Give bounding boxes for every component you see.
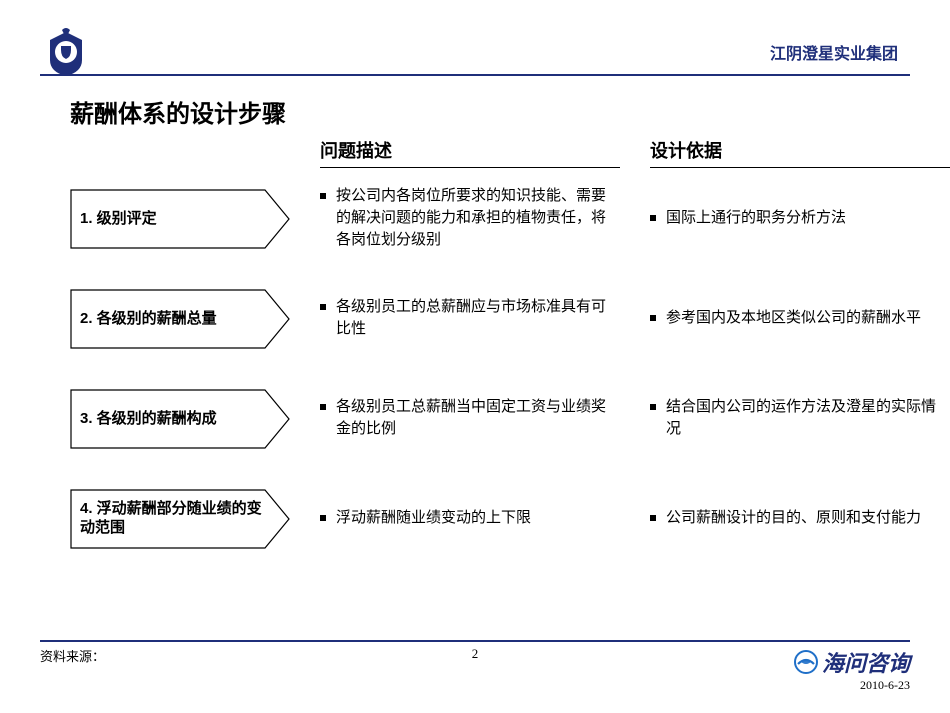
col-header-problem: 问题描述 — [320, 137, 620, 168]
header-row: 江阴澄星实业集团 — [40, 28, 910, 76]
footer-brand-text: 海问咨询 — [822, 646, 910, 678]
step-label: 3. 各级别的薪酬构成 — [70, 410, 235, 429]
company-name: 江阴澄星实业集团 — [770, 40, 898, 64]
step-label: 2. 各级别的薪酬总量 — [70, 310, 235, 329]
step-row: 4. 浮动薪酬部分随业绩的变动范围 浮动薪酬随业绩变动的上下限 公司薪酬设计的目… — [70, 484, 910, 554]
bullet-icon — [650, 215, 656, 221]
bullet-icon — [320, 304, 326, 310]
step-arrow: 1. 级别评定 — [70, 189, 290, 249]
step-label: 1. 级别评定 — [70, 210, 175, 229]
brand-logo-icon — [794, 650, 818, 674]
bullet-icon — [650, 404, 656, 410]
col-header-basis-label: 设计依据 — [650, 141, 722, 161]
basis-cell: 公司薪酬设计的目的、原则和支付能力 — [650, 508, 950, 530]
basis-text: 结合国内公司的运作方法及澄星的实际情况 — [666, 397, 950, 441]
footer-brand-row: 海问咨询 — [794, 646, 910, 678]
source-label: 资料来源： — [40, 646, 105, 665]
steps-container: 1. 级别评定 按公司内各岗位所要求的知识技能、需要的解决问题的能力和承担的植物… — [70, 184, 910, 554]
problem-cell: 各级别员工的总薪酬应与市场标准具有可比性 — [320, 297, 620, 341]
problem-cell: 各级别员工总薪酬当中固定工资与业绩奖金的比例 — [320, 397, 620, 441]
column-headers-row: 问题描述 设计依据 — [70, 137, 910, 168]
problem-text: 浮动薪酬随业绩变动的上下限 — [336, 508, 531, 530]
footer-divider — [40, 640, 910, 642]
footer-date: 2010-6-23 — [860, 678, 910, 693]
basis-text: 参考国内及本地区类似公司的薪酬水平 — [666, 308, 921, 330]
slide-root: 江阴澄星实业集团 薪酬体系的设计步骤 问题描述 设计依据 1. 级别评定 按公司… — [0, 0, 950, 713]
problem-text: 各级别员工的总薪酬应与市场标准具有可比性 — [336, 297, 620, 341]
page-number: 2 — [472, 646, 479, 662]
col-header-spacer — [70, 137, 290, 168]
problem-text: 按公司内各岗位所要求的知识技能、需要的解决问题的能力和承担的植物责任，将各岗位划… — [336, 186, 620, 251]
basis-text: 国际上通行的职务分析方法 — [666, 208, 846, 230]
bullet-icon — [320, 193, 326, 199]
company-logo-icon — [40, 26, 92, 78]
footer: 资料来源： 2 海问咨询 2010-6-23 — [40, 640, 910, 693]
problem-cell: 按公司内各岗位所要求的知识技能、需要的解决问题的能力和承担的植物责任，将各岗位划… — [320, 186, 620, 251]
bullet-icon — [320, 515, 326, 521]
bullet-icon — [320, 404, 326, 410]
step-row: 1. 级别评定 按公司内各岗位所要求的知识技能、需要的解决问题的能力和承担的植物… — [70, 184, 910, 254]
step-row: 2. 各级别的薪酬总量 各级别员工的总薪酬应与市场标准具有可比性 参考国内及本地… — [70, 284, 910, 354]
step-row: 3. 各级别的薪酬构成 各级别员工总薪酬当中固定工资与业绩奖金的比例 结合国内公… — [70, 384, 910, 454]
col-header-problem-label: 问题描述 — [320, 141, 392, 161]
step-arrow: 3. 各级别的薪酬构成 — [70, 389, 290, 449]
problem-text: 各级别员工总薪酬当中固定工资与业绩奖金的比例 — [336, 397, 620, 441]
step-arrow: 2. 各级别的薪酬总量 — [70, 289, 290, 349]
slide-title: 薪酬体系的设计步骤 — [70, 94, 910, 129]
step-arrow: 4. 浮动薪酬部分随业绩的变动范围 — [70, 489, 290, 549]
problem-cell: 浮动薪酬随业绩变动的上下限 — [320, 508, 620, 530]
step-label: 4. 浮动薪酬部分随业绩的变动范围 — [70, 500, 290, 538]
bullet-icon — [650, 515, 656, 521]
basis-cell: 国际上通行的职务分析方法 — [650, 208, 950, 230]
bullet-icon — [650, 315, 656, 321]
basis-cell: 结合国内公司的运作方法及澄星的实际情况 — [650, 397, 950, 441]
basis-cell: 参考国内及本地区类似公司的薪酬水平 — [650, 308, 950, 330]
basis-text: 公司薪酬设计的目的、原则和支付能力 — [666, 508, 921, 530]
footer-row: 资料来源： 2 海问咨询 2010-6-23 — [40, 646, 910, 693]
col-header-basis: 设计依据 — [650, 137, 950, 168]
header-divider — [40, 74, 910, 76]
footer-brand-block: 海问咨询 2010-6-23 — [794, 646, 910, 693]
